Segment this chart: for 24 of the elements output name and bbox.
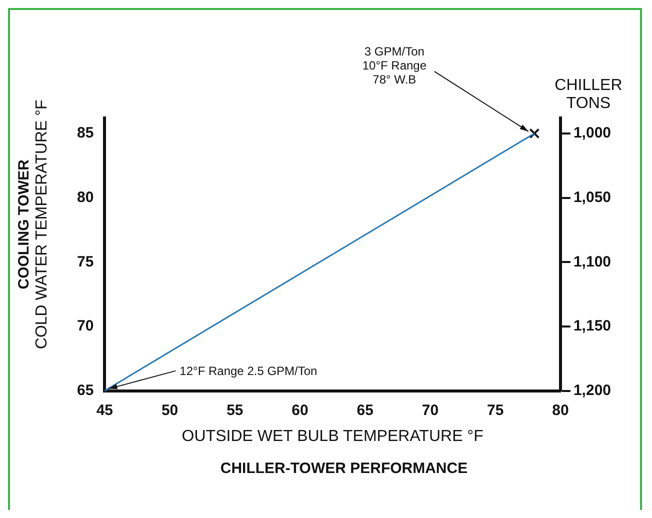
- x-tick-label: 75: [487, 402, 504, 419]
- x-tick-label: 60: [292, 402, 308, 419]
- y-tick-label: 75: [76, 253, 94, 270]
- annotation: 12°F Range 2.5 GPM/Ton: [180, 364, 318, 378]
- y2-tick-label: 1,050: [573, 188, 612, 206]
- y2-tick-label: 1,100: [573, 253, 612, 270]
- y2-tick-label: 1,200: [573, 382, 612, 399]
- x-tick-label: 70: [422, 402, 439, 419]
- y-tick-label: 80: [76, 188, 94, 206]
- y2-tick-label: 1,150: [573, 318, 612, 335]
- x-tick-label: 45: [96, 402, 114, 419]
- y-axis-title: COOLING TOWER COLD WATER TEMPERATURE °F: [16, 99, 51, 350]
- x-tick-label: 50: [161, 402, 178, 419]
- x-tick-label: 65: [356, 402, 374, 419]
- y2-tick-label: 1,000: [573, 124, 612, 142]
- x-axis-title: OUTSIDE WET BULB TEMPERATURE °F: [182, 428, 484, 445]
- x-tick-label: 80: [552, 402, 569, 419]
- text: CHILLER-TOWER PERFORMANCE: [220, 460, 468, 478]
- y-tick-label: 65: [76, 382, 94, 399]
- x-tick-label: 55: [226, 402, 244, 419]
- annotation: 3 GPM/Ton 10°F Range 78° W.B: [362, 44, 427, 86]
- y2-axis-title: CHILLER TONS: [554, 77, 622, 112]
- y-tick-label: 85: [76, 124, 94, 142]
- y-tick-label: 70: [76, 318, 94, 335]
